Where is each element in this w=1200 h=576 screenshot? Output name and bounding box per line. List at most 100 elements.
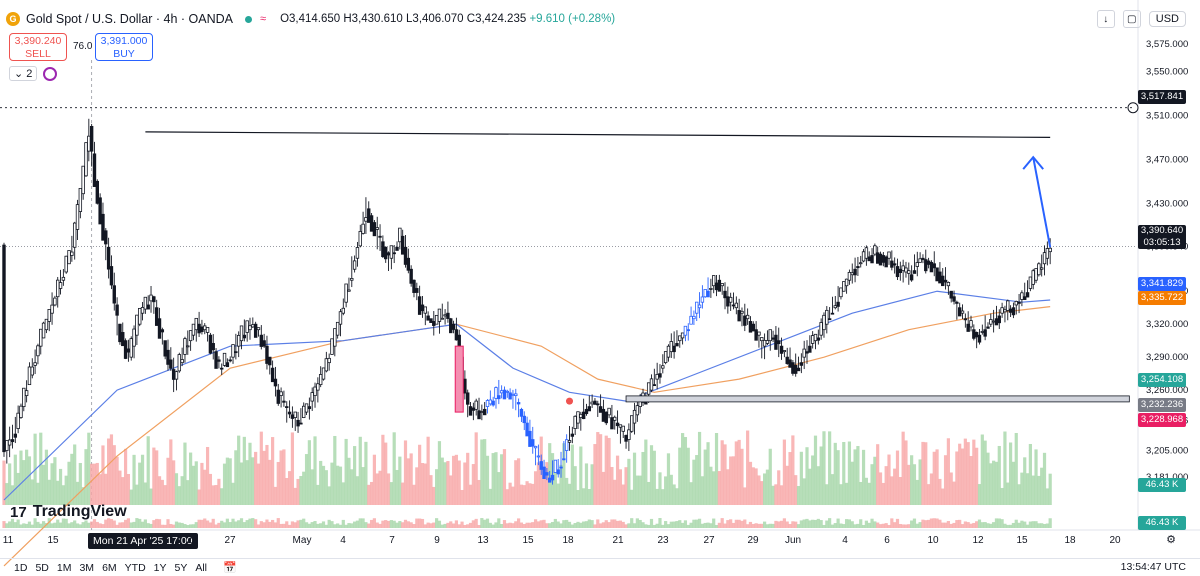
volume-bar [5,483,9,505]
candle-body [655,373,659,380]
volume-bar-lower [734,519,738,528]
range-1y[interactable]: 1Y [153,561,167,574]
candle-body [381,241,385,258]
volume-bar [613,479,617,505]
volume-bar-lower [132,521,136,528]
volume-bar-lower [570,524,574,528]
layer-count[interactable]: ⌄ 2 [9,66,38,81]
volume-bar-lower [75,523,80,528]
volume-bar-lower [1042,524,1047,528]
ohlc-values: O3,414.650 H3,430.610 L3,406.070 C3,424.… [280,13,527,25]
volume-bar-lower [508,522,512,528]
volume-bar-lower [960,524,965,528]
range-6m[interactable]: 6M [102,561,117,574]
volume-bar [825,484,829,505]
volume-bar-lower [121,522,125,528]
x-tick-label: Jun [784,535,802,546]
range-5d[interactable]: 5D [35,561,49,574]
settings-icon[interactable]: ⚙ [1166,534,1176,546]
volume-bar-lower [194,522,198,528]
volume-bar [310,469,314,505]
candle-body [989,319,993,325]
candle-body [146,304,150,310]
volume-bar-lower [610,519,614,528]
candle-body [67,250,71,265]
alert-price-tag[interactable]: 3,517.841 [1138,90,1186,104]
volume-bar [485,455,490,505]
volume-bar-lower [22,523,26,528]
indicator-layers[interactable]: ⌄ 2 [9,66,58,81]
candle-body [188,330,193,342]
volume-bar-lower [748,521,753,528]
sell-button[interactable]: 3,390.240 SELL [9,33,67,61]
volume-bar-lower [256,524,261,528]
range-1d[interactable]: 1D [14,561,28,574]
volume-bar [681,433,685,505]
volume-bar-lower [641,522,645,528]
currency-select[interactable]: USD [1148,11,1186,27]
volume-bar-lower [695,519,699,528]
range-1m[interactable]: 1M [56,561,72,574]
candle-body [477,410,481,420]
volume-bar-lower [929,518,934,528]
candle-body [590,401,594,405]
x-tick-label: 23 [657,535,669,546]
candle-body [601,408,606,422]
volume-bar [796,486,801,505]
calendar-icon[interactable]: 📅 [223,562,237,574]
candle-body [754,329,758,341]
volume-bar-lower [833,523,837,528]
volume-bar [794,475,798,505]
volume-bar-lower [805,518,809,528]
candle-body [270,367,275,383]
candle-body [881,255,886,263]
volume-bar [220,488,224,505]
volume-bar-lower [522,523,526,528]
symbol-title[interactable]: Gold Spot / U.S. Dollar · 4h · OANDA [26,12,234,26]
candle-body [236,334,241,347]
candle-body [415,288,419,293]
candle-body [259,334,264,347]
volume-bar [768,448,772,505]
candle-body [700,296,705,303]
candle-body [1039,267,1044,270]
candle-body [126,348,131,353]
x-tick-label: 18 [562,535,574,546]
volume-bar-lower [401,522,405,528]
candle-body [361,223,365,234]
volume-bar-lower [740,520,744,528]
range-ytd[interactable]: YTD [124,561,146,574]
volume-bar [107,438,111,505]
volume-bar-lower [601,522,606,528]
buy-button[interactable]: 3,391.000 BUY [95,33,153,61]
volume-bar-lower [104,519,108,528]
candle-body [1008,308,1013,313]
volume-bar-lower [429,523,433,528]
candle-body [607,407,611,416]
range-5y[interactable]: 5Y [174,561,188,574]
volume-bar-lower [149,523,153,528]
symbol-header[interactable]: G Gold Spot / U.S. Dollar · 4h · OANDA ≈… [6,8,615,30]
volume-bar-lower [211,518,215,528]
volume-bar [174,473,179,505]
volume-bar-lower [347,523,351,528]
download-icon[interactable]: ↓ [1096,10,1115,28]
volume-bar-lower [242,522,246,528]
volume-bar [437,441,442,505]
volume-bar-lower [395,522,399,528]
volume-bar [816,466,820,505]
candle-body [160,329,165,333]
volume-bar [468,484,473,505]
volume-bar [432,486,436,505]
volume-bar [740,448,744,505]
fullscreen-icon[interactable]: ▢ [1122,10,1141,28]
ma-orange-line [3,306,1051,567]
range-all[interactable]: All [195,561,208,574]
candle-body [231,344,235,358]
volume-bar-lower [378,523,382,528]
visibility-icon[interactable] [43,66,58,81]
range-3m[interactable]: 3M [79,561,95,574]
volume-bar [712,471,716,505]
volume-bar [135,484,139,505]
